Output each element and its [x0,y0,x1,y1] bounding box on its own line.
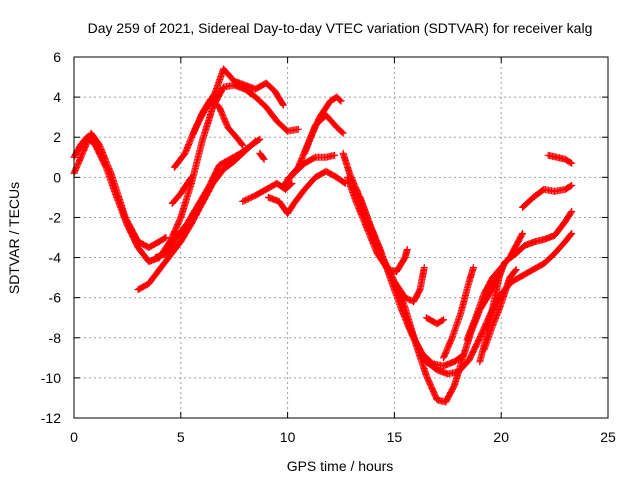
data-marker [168,173,195,207]
series-track-4 [151,135,264,262]
grid-lines [74,57,608,418]
series-track-24 [519,181,576,211]
y-tick-label: -2 [49,209,62,225]
y-tick-label: -4 [49,250,62,266]
tick-labels: 0 5 10 15 20 25 -12 -10 -8 -6 -4 -2 0 2 4 6 [41,49,616,445]
data-marker [356,193,428,306]
x-axis-label: GPS time / hours [287,458,394,474]
x-tick-label: 15 [387,429,403,445]
x-tick-label: 20 [493,429,509,445]
y-tick-label: -10 [41,370,61,386]
data-marker [190,95,247,149]
y-tick-label: 4 [53,89,61,105]
y-tick-label: 2 [53,129,61,145]
series-track-8 [256,149,268,163]
x-tick-label: 0 [70,429,78,445]
series-track-19 [422,314,448,328]
series-track-23 [480,266,520,354]
data-marker [301,111,347,157]
series-track-7 [190,95,247,149]
data-marker [440,264,477,362]
y-tick-label: -12 [41,410,61,426]
series-track-10 [264,167,349,217]
data-marker [151,135,264,262]
plot-border [73,56,609,419]
series-track-13 [301,111,347,157]
series-track-16 [356,193,428,306]
y-tick-label: 0 [53,169,61,185]
data-marker [544,151,576,167]
x-tick-label: 10 [280,429,296,445]
chart-title: Day 259 of 2021, Sidereal Day-to-day VTE… [88,20,593,36]
data-marker [480,266,520,354]
data-marker [264,167,349,217]
data-marker [422,314,448,328]
y-tick-label: -6 [49,290,62,306]
y-tick-label: -8 [49,330,62,346]
series-track-5 [168,173,195,207]
axis-ticks [73,56,609,419]
y-axis-label: SDTVAR / TECUs [6,182,22,294]
x-tick-label: 25 [600,429,616,445]
data-marker [519,181,576,211]
data-marker [256,149,268,163]
series-track-25 [544,151,576,167]
y-tick-label: 6 [53,49,61,65]
x-tick-label: 5 [177,429,185,445]
series-track-20 [440,264,477,362]
